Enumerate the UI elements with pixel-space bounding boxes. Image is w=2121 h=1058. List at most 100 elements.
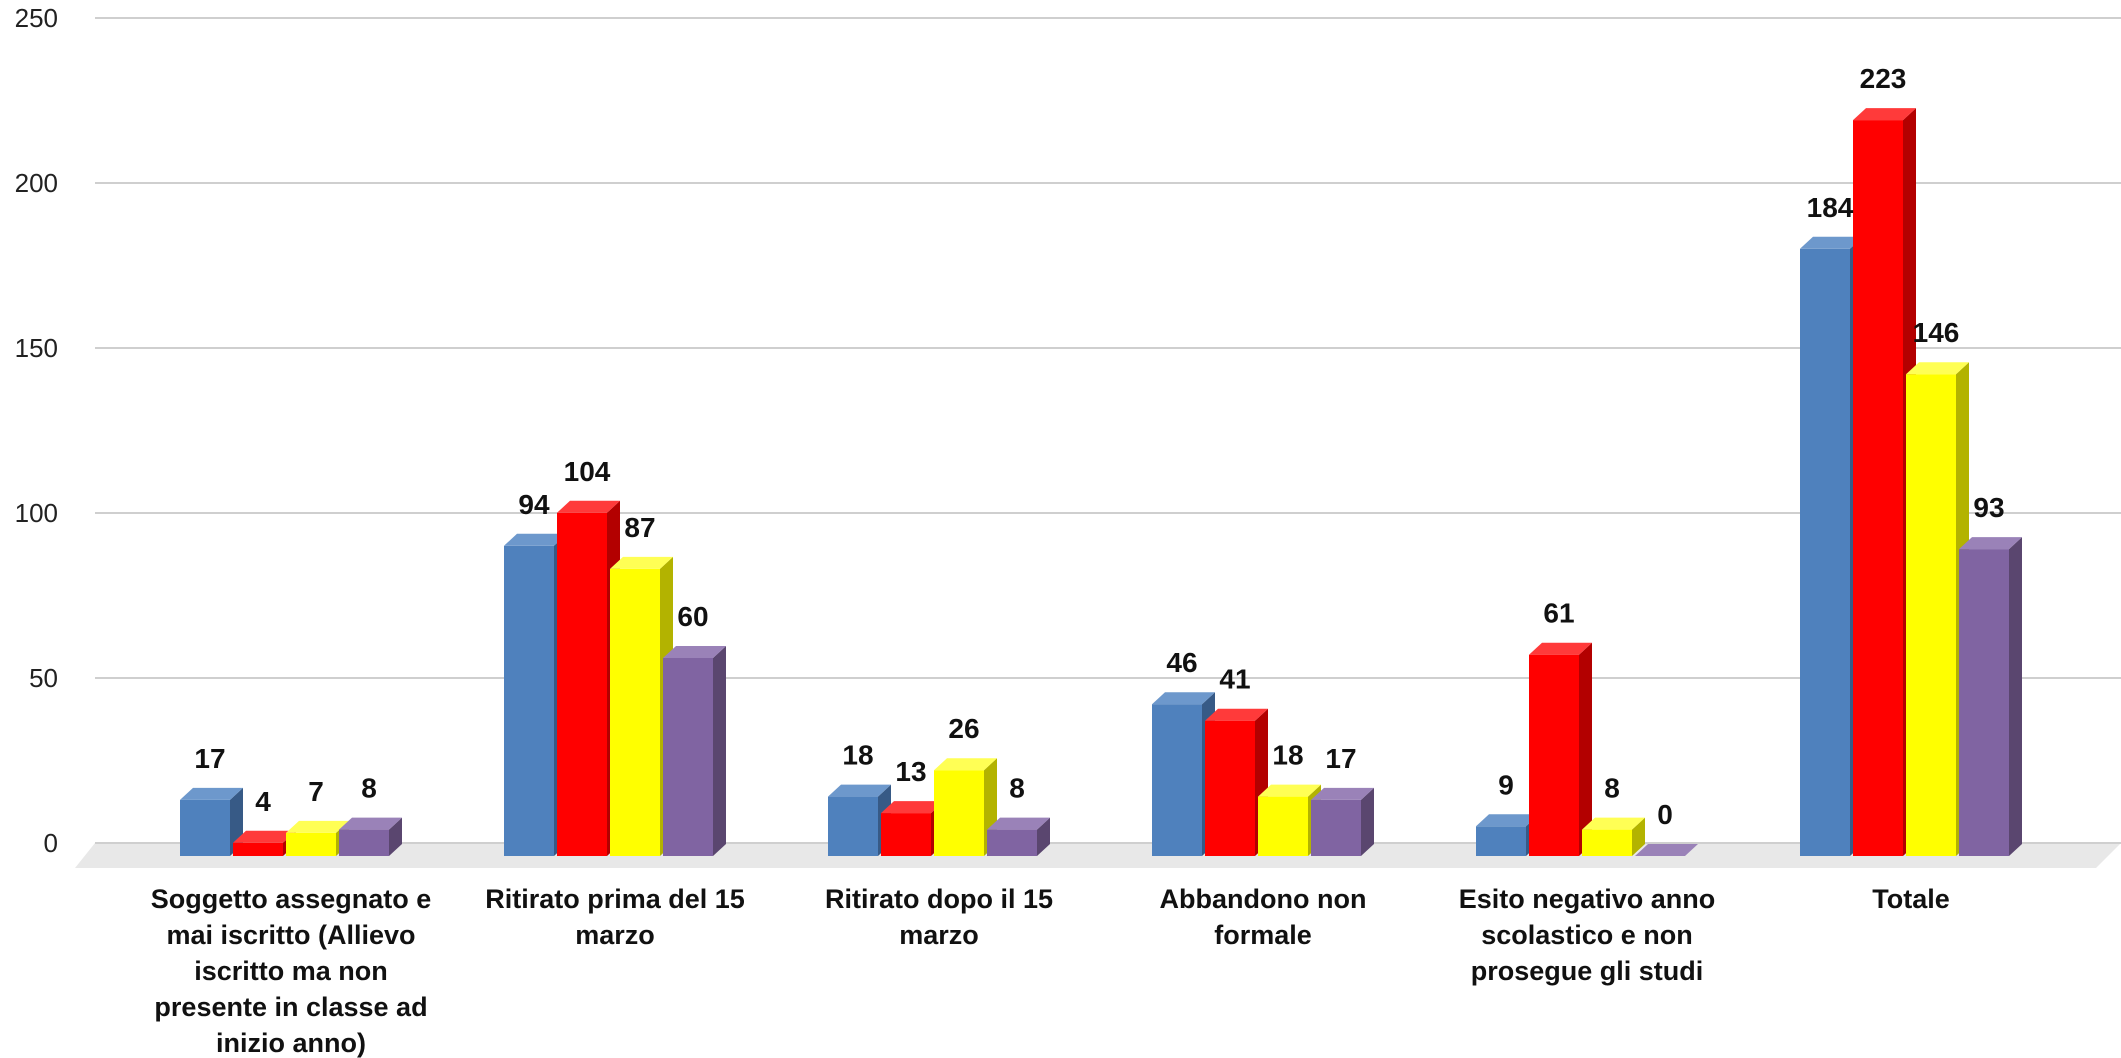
bar-top xyxy=(1635,844,1698,856)
bar-front xyxy=(1800,248,1850,857)
bar-front xyxy=(233,842,283,856)
category-label-line: Ritirato prima del 15 xyxy=(485,884,745,914)
bar-side xyxy=(713,646,726,856)
data-label: 17 xyxy=(194,743,225,774)
bar-top xyxy=(339,817,402,830)
bar-top xyxy=(1906,362,1969,375)
data-label: 94 xyxy=(518,489,550,520)
bar-top xyxy=(1311,787,1374,800)
category-label-line: Ritirato dopo il 15 xyxy=(825,884,1053,914)
category-labels: Soggetto assegnato e mai iscritto (Alliev… xyxy=(151,884,1950,1058)
bar xyxy=(610,556,673,856)
bar-front xyxy=(1205,720,1255,856)
data-label: 93 xyxy=(1973,492,2004,523)
data-label: 8 xyxy=(1009,773,1025,804)
data-label: 8 xyxy=(361,773,377,804)
bar-top xyxy=(1529,642,1592,655)
y-tick-label: 0 xyxy=(44,828,58,858)
bar xyxy=(339,817,402,856)
data-label: 8 xyxy=(1604,773,1620,804)
bar-front xyxy=(1258,796,1308,856)
bar-front xyxy=(1959,549,2009,856)
data-label: 46 xyxy=(1166,647,1197,678)
bar-top xyxy=(1152,692,1215,705)
data-label: 26 xyxy=(948,713,979,744)
category-label-line: iscritto ma non xyxy=(194,956,388,986)
data-label: 146 xyxy=(1913,317,1960,348)
bar xyxy=(1311,787,1374,856)
bar xyxy=(1258,784,1321,856)
bar xyxy=(1582,817,1645,856)
data-label: 184 xyxy=(1807,192,1854,223)
category-label-line: marzo xyxy=(899,920,979,950)
data-label: 7 xyxy=(308,776,324,807)
category-label-line: formale xyxy=(1214,920,1312,950)
bar-front xyxy=(987,829,1037,856)
bar xyxy=(934,758,997,856)
bar-front xyxy=(1906,374,1956,856)
bar-top xyxy=(828,784,891,797)
gridlines xyxy=(95,17,2121,844)
y-tick-label: 150 xyxy=(15,333,58,363)
data-label: 9 xyxy=(1498,769,1514,800)
bar-front xyxy=(1476,826,1526,856)
bar-top xyxy=(233,830,296,843)
bar-front xyxy=(934,770,984,856)
data-label: 17 xyxy=(1325,743,1356,774)
bar xyxy=(663,646,726,856)
data-label: 18 xyxy=(842,740,873,771)
bar-top xyxy=(180,787,243,800)
bar-side xyxy=(1632,817,1645,856)
y-axis-tick-labels: 0 50 100 150 200 250 xyxy=(15,3,58,858)
data-label: 60 xyxy=(677,601,708,632)
category-label: Abbandono non formale xyxy=(1160,884,1367,950)
bar-front xyxy=(1582,829,1632,856)
data-label: 13 xyxy=(895,756,926,787)
category-label: Totale xyxy=(1872,884,1950,914)
data-labels: 17 4 7 8 94 104 87 60 18 13 26 8 46 41 18 17 9 61 8 0 184 223… xyxy=(194,63,2004,830)
bar xyxy=(828,784,891,856)
bar-front xyxy=(1529,654,1579,856)
bar-front xyxy=(881,813,931,856)
bar-top xyxy=(557,500,620,513)
y-tick-label: 50 xyxy=(29,663,58,693)
category-label-line: Esito negativo anno xyxy=(1459,884,1716,914)
bar-top xyxy=(663,646,726,658)
category-label: Ritirato dopo il 15 marzo xyxy=(825,884,1053,950)
bar-top xyxy=(987,817,1050,830)
bar-top xyxy=(1582,817,1645,830)
data-label: 4 xyxy=(255,786,271,817)
category-label: Soggetto assegnato e mai iscritto (Alliev… xyxy=(151,884,432,1058)
category-label-line: scolastico e non xyxy=(1481,920,1693,950)
y-tick-label: 250 xyxy=(15,3,58,33)
bar-front xyxy=(1152,704,1202,856)
bars xyxy=(180,108,2022,857)
bar-top xyxy=(1476,814,1539,827)
bar-front xyxy=(828,796,878,856)
category-label: Ritirato prima del 15 marzo xyxy=(485,884,745,950)
bar-front xyxy=(1853,120,1903,857)
category-label-line: marzo xyxy=(575,920,655,950)
bar xyxy=(987,817,1050,856)
bar-side xyxy=(1037,817,1050,856)
category-label-line: Soggetto assegnato e xyxy=(151,884,432,914)
category-label-line: Abbandono non xyxy=(1160,884,1367,914)
data-label: 61 xyxy=(1543,598,1574,629)
category-label-line: inizio anno) xyxy=(216,1028,366,1058)
data-label: 87 xyxy=(624,512,655,543)
data-label: 18 xyxy=(1272,740,1303,771)
bar-front xyxy=(610,568,660,856)
bar-front xyxy=(663,658,713,856)
bar-front xyxy=(339,829,389,856)
bar-front xyxy=(504,545,554,856)
category-label-line: presente in classe ad xyxy=(154,992,427,1022)
bar-side xyxy=(1579,642,1592,856)
bar-front xyxy=(557,512,607,856)
data-label: 41 xyxy=(1219,664,1250,695)
bar xyxy=(1635,844,1698,856)
bar xyxy=(1529,642,1592,856)
data-label: 0 xyxy=(1657,799,1673,830)
bar-side xyxy=(1361,787,1374,856)
category-label-line: mai iscritto (Allievo xyxy=(166,920,415,950)
